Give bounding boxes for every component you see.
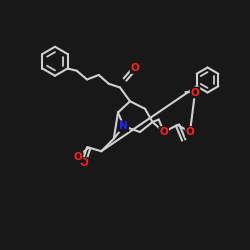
- Text: N: N: [120, 121, 128, 131]
- Text: O: O: [74, 152, 82, 162]
- Text: O: O: [160, 127, 168, 137]
- Text: O: O: [80, 158, 88, 168]
- Text: O: O: [186, 127, 194, 137]
- Text: O: O: [130, 63, 140, 73]
- Text: O: O: [191, 88, 200, 98]
